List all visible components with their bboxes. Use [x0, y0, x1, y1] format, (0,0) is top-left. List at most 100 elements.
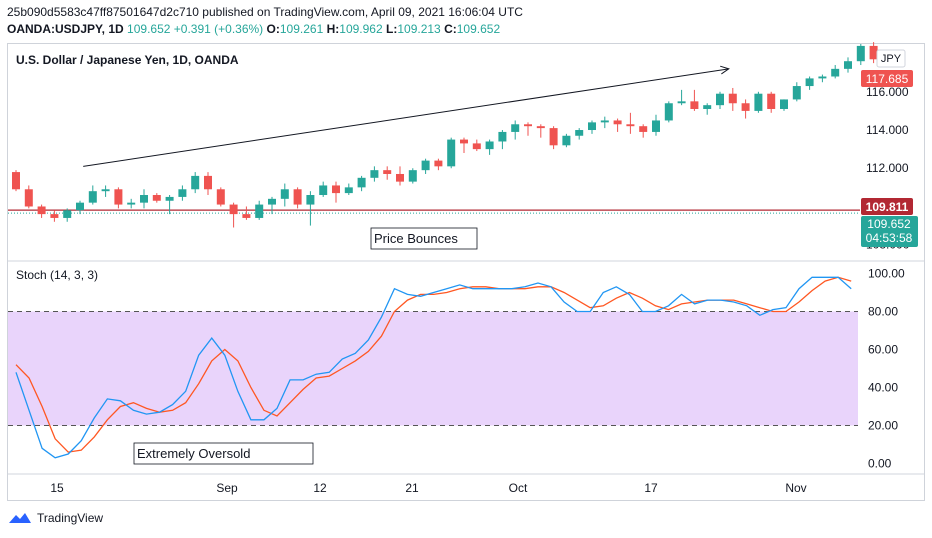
candle-up — [447, 139, 456, 167]
time-tick-label: 15 — [50, 481, 64, 495]
close-value: 109.652 — [456, 22, 501, 36]
candle-down — [383, 170, 392, 174]
currency-text: JPY — [881, 53, 902, 65]
candle-up — [344, 187, 353, 194]
price-tick-label: 114.000 — [866, 123, 909, 137]
trend-arrow-head — [720, 65, 730, 75]
candle-up — [664, 103, 673, 121]
footer: TradingView — [8, 511, 103, 525]
candle-up — [805, 78, 814, 87]
candle-up — [575, 130, 584, 136]
candle-down — [524, 124, 532, 127]
candle-up — [140, 195, 148, 203]
candle-down — [626, 124, 635, 127]
candle-up — [818, 76, 827, 79]
change-value: +0.391 (+0.36%) — [173, 22, 264, 36]
low-label: L: — [386, 22, 398, 36]
candle-down — [639, 126, 648, 132]
candle-up — [319, 185, 328, 196]
time-tick-label: 17 — [644, 481, 658, 495]
last-price-label — [861, 216, 918, 247]
candle-up — [63, 210, 72, 218]
high-price-text: 117.685 — [866, 72, 909, 86]
candle-up — [485, 141, 494, 150]
candle-down — [434, 160, 443, 167]
low-value: 109.213 — [397, 22, 441, 36]
stoch-band — [8, 311, 858, 426]
publish-text: 25b090d5583c47ff87501647d2c710 published… — [7, 5, 523, 19]
candle-down — [37, 206, 46, 215]
candle-up — [780, 99, 788, 109]
candle-up — [498, 131, 507, 142]
candles[interactable] — [12, 42, 878, 228]
candle-up — [677, 101, 686, 104]
candle-down — [332, 185, 340, 194]
candle-up — [357, 177, 366, 188]
price-tick-label: 112.000 — [866, 161, 909, 175]
candle-down — [152, 195, 161, 201]
candle-down — [728, 93, 737, 104]
stoch-tick-label: 80.00 — [868, 305, 898, 319]
candle-up — [408, 170, 417, 182]
footer-brand: TradingView — [37, 511, 104, 525]
trend-arrow-line[interactable] — [83, 68, 729, 167]
high-label: H: — [326, 22, 340, 36]
candle-down — [204, 175, 212, 190]
candle-down — [12, 172, 20, 190]
open-label: O: — [266, 22, 280, 36]
candle-up — [716, 93, 724, 106]
candle-up — [370, 170, 379, 178]
open-value: 109.261 — [279, 22, 324, 36]
oversold-box[interactable] — [133, 442, 314, 465]
candle-up — [280, 189, 289, 199]
price-pane[interactable]: U.S. Dollar / Japanese Yen, 1D, OANDA 10… — [8, 42, 918, 252]
time-tick-label: 12 — [313, 481, 327, 495]
candle-down — [216, 189, 225, 205]
candle-down — [50, 214, 59, 218]
time-tick-label: Nov — [785, 481, 806, 495]
oversold-text: Extremely Oversold — [137, 446, 250, 461]
stoch-tick-label: 40.00 — [868, 381, 898, 395]
candle-up — [562, 135, 571, 146]
candle-down — [24, 189, 33, 207]
close-label: C: — [444, 22, 457, 36]
candle-up — [652, 120, 660, 132]
stoch-tick-label: 20.00 — [868, 419, 898, 433]
candle-down — [767, 93, 776, 109]
candle-up — [191, 175, 200, 190]
candle-down — [242, 214, 251, 218]
countdown-text: 04:53:58 — [866, 231, 913, 245]
candle-up — [511, 124, 520, 132]
stoch-y-ticks: 0.00 20.00 40.00 60.00 80.00 100.00 — [868, 267, 905, 471]
candle-up — [844, 61, 852, 69]
line-price-text: 109.811 — [866, 200, 909, 214]
last-price: 109.652 — [127, 22, 171, 36]
time-tick-label: 21 — [405, 481, 419, 495]
time-tick-label: Oct — [509, 481, 528, 495]
high-price-label — [861, 70, 913, 87]
stoch-tick-label: 100.00 — [868, 267, 905, 281]
candle-down — [549, 128, 558, 146]
stoch-tick-label: 0.00 — [868, 457, 892, 471]
price-bounces-box[interactable] — [370, 227, 478, 250]
candle-up — [588, 122, 596, 131]
candle-up — [88, 191, 97, 203]
candle-up — [831, 68, 840, 77]
candle-up — [421, 160, 430, 171]
tradingview-logo-icon — [9, 513, 31, 523]
time-tick-label: Sep — [216, 481, 238, 495]
time-axis[interactable]: 15 Sep 12 21 Oct 17 Nov — [50, 481, 806, 495]
candle-up — [101, 189, 110, 192]
currency-badge[interactable] — [876, 49, 906, 68]
candle-down — [396, 173, 404, 182]
stoch-k-line[interactable] — [15, 276, 852, 459]
candle-down — [613, 120, 622, 125]
high-value: 109.962 — [339, 22, 383, 36]
candle-up — [255, 204, 264, 218]
symbol-label: OANDA:USDJPY, 1D — [7, 22, 124, 36]
publish-line: 25b090d5583c47ff87501647d2c710 published… — [7, 5, 523, 19]
candle-up — [127, 202, 136, 205]
stoch-pane[interactable]: 0.00 20.00 40.00 60.00 80.00 100.00 Stoch (14… — [8, 267, 905, 471]
candle-down — [869, 45, 878, 60]
